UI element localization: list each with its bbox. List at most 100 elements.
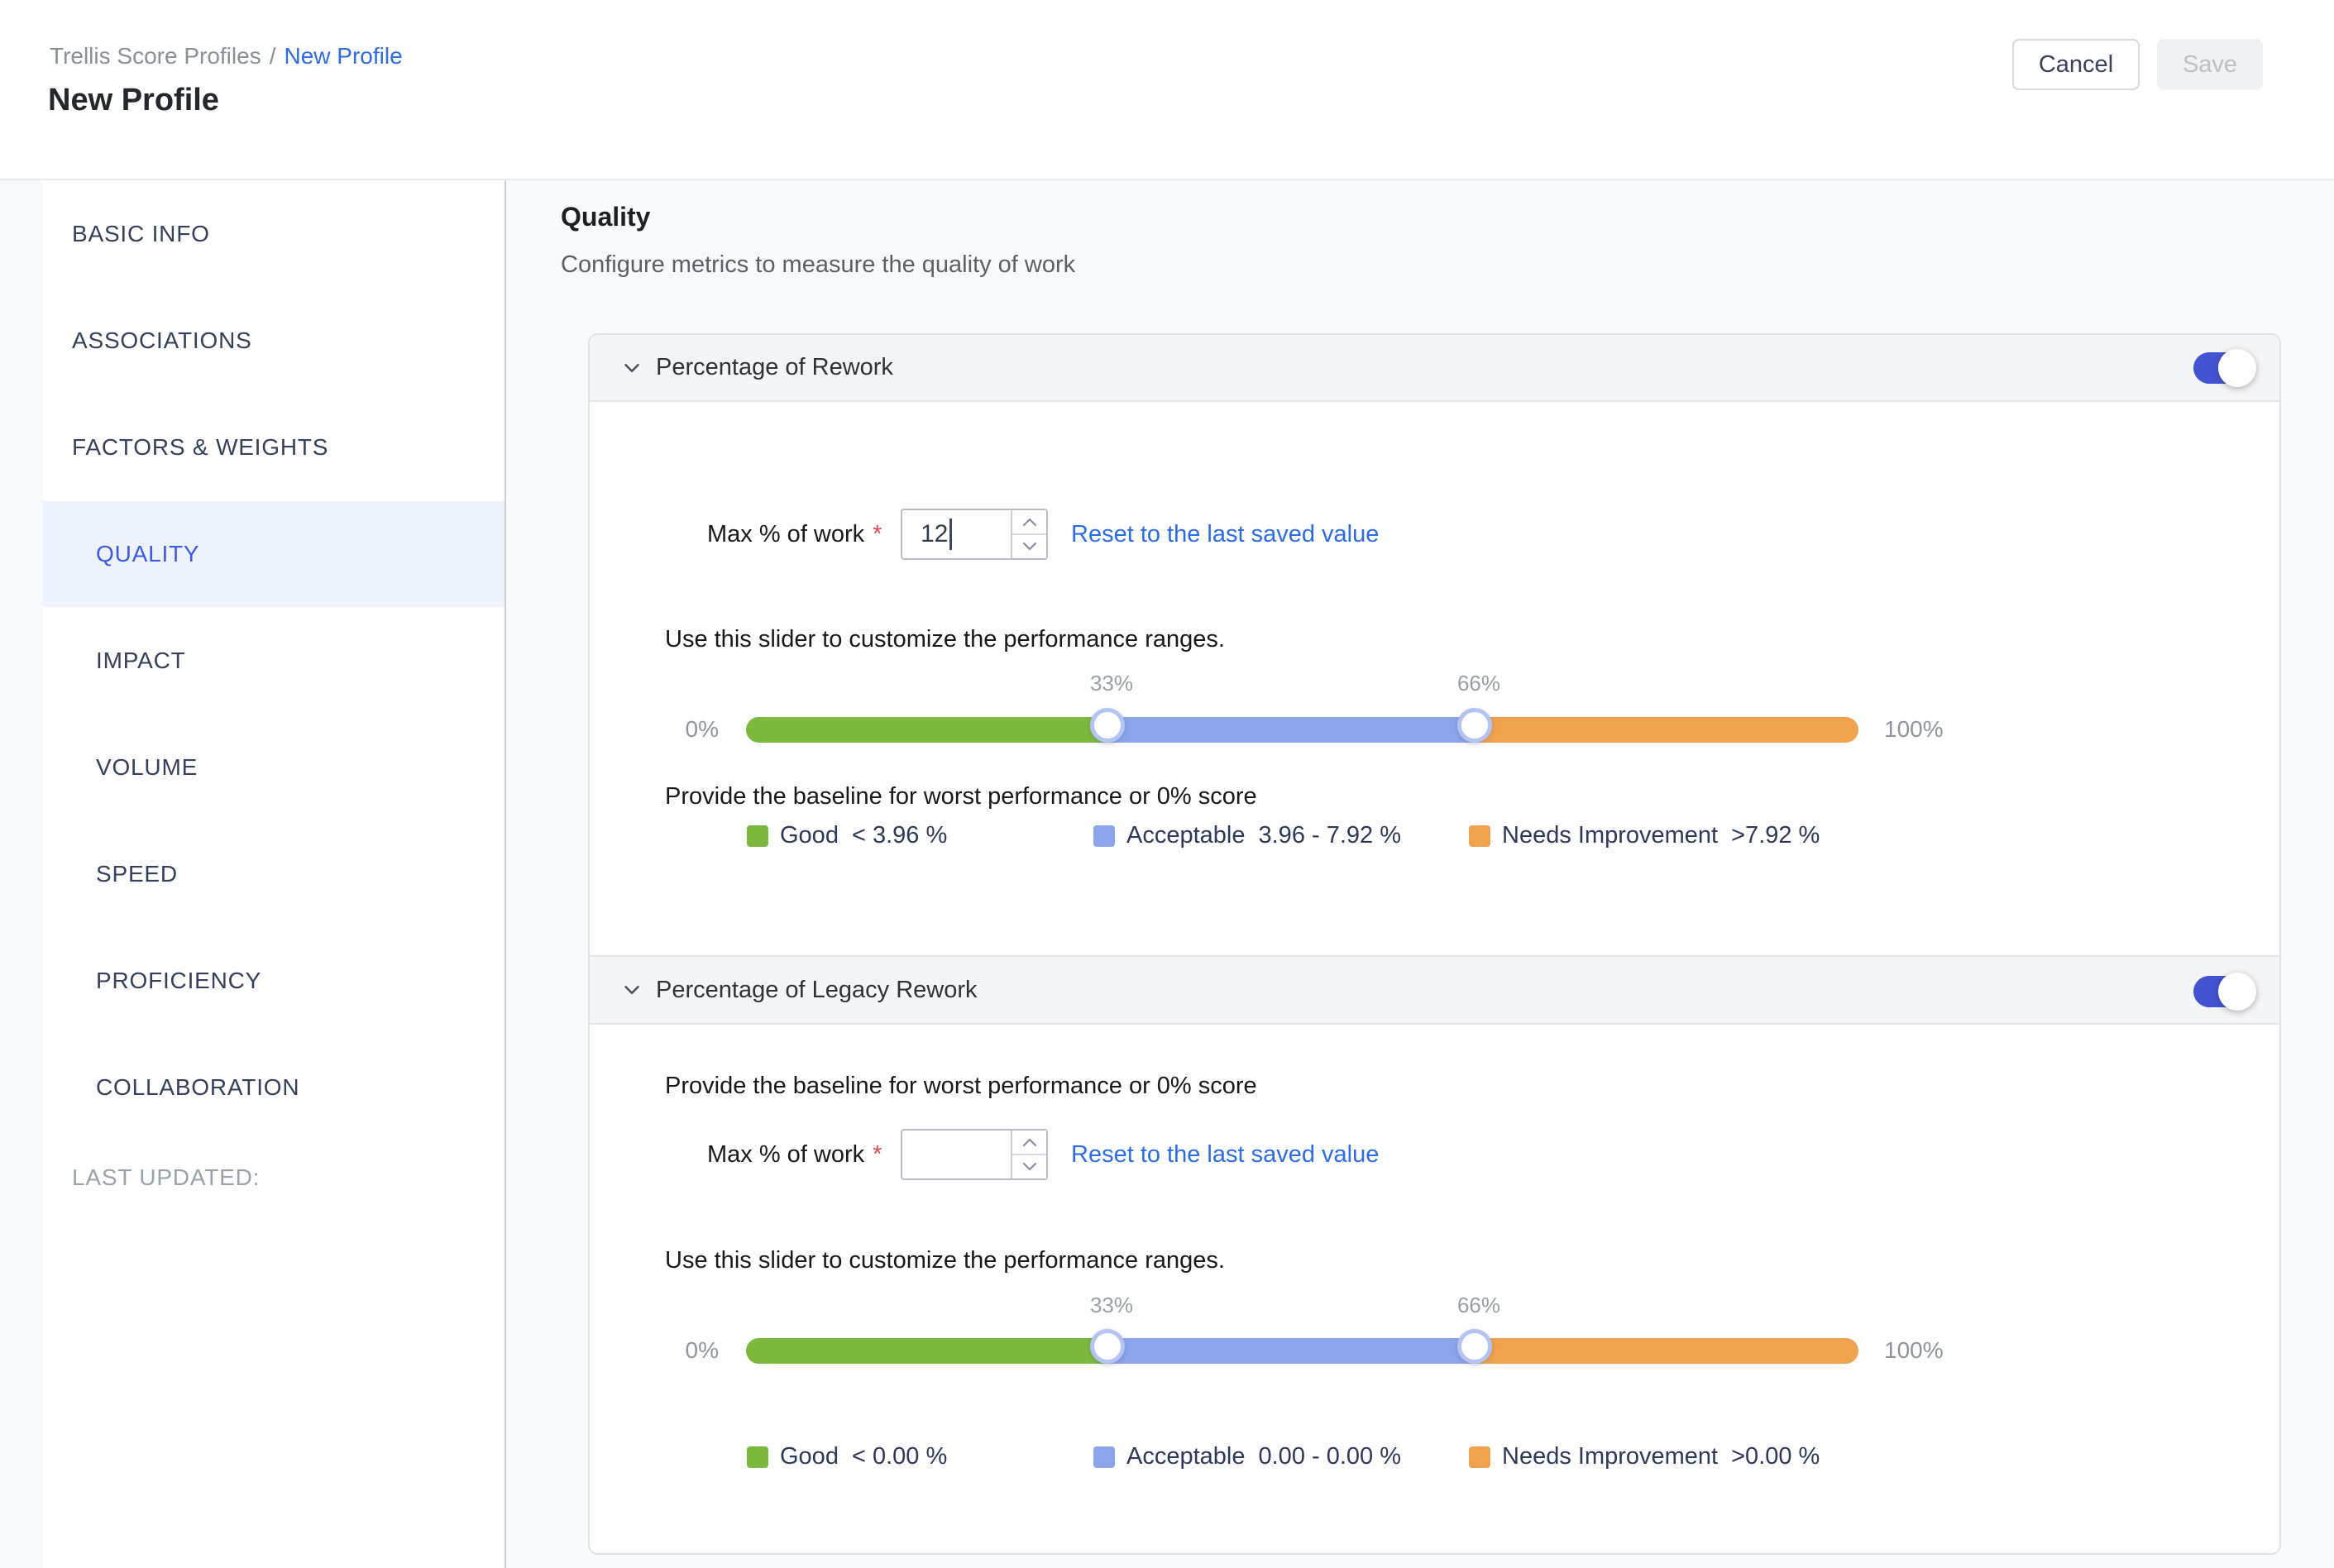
reset-link[interactable]: Reset to the last saved value [1071, 1140, 1380, 1168]
legend-item-good: Good < 0.00 % [747, 1443, 947, 1470]
slider-max-label: 100% [1884, 716, 1944, 742]
sidebar-item-speed[interactable]: SPEED [96, 861, 178, 887]
sidebar-item-associations[interactable]: ASSOCIATIONS [72, 327, 252, 353]
main-content: Quality Configure metrics to measure the… [506, 180, 2334, 1568]
toggle-knob [2218, 973, 2256, 1011]
reset-link[interactable]: Reset to the last saved value [1071, 520, 1380, 547]
slider-handle-1[interactable] [1090, 1329, 1125, 1364]
legend-name: Good [780, 822, 839, 849]
legend-item-needs-improvement: Needs Improvement >7.92 % [1469, 822, 1820, 849]
metric-toggle-switch[interactable] [2193, 973, 2256, 1011]
required-marker: * [873, 1140, 882, 1168]
good-swatch [747, 1446, 768, 1468]
input-value: 12 [902, 510, 1011, 558]
good-segment [746, 1338, 1112, 1364]
slider-instruction: Use this slider to customize the perform… [665, 1247, 1225, 1274]
required-marker: * [873, 520, 882, 547]
slider-handle-2[interactable] [1457, 1329, 1492, 1364]
legend-item-acceptable: Acceptable 0.00 - 0.00 % [1093, 1443, 1401, 1470]
legend-name: Acceptable [1126, 822, 1246, 849]
save-button[interactable]: Save [2157, 39, 2263, 90]
slider-instruction: Use this slider to customize the perform… [665, 626, 1225, 653]
legend-item-needs-improvement: Needs Improvement >0.00 % [1469, 1443, 1820, 1470]
acceptable-segment [1112, 1338, 1479, 1364]
max-percent-input[interactable]: 12 [901, 509, 1048, 560]
needs-improvement-swatch [1469, 1446, 1490, 1468]
slider-handle-label-33: 33% [1089, 1293, 1134, 1317]
baseline-instruction: Provide the baseline for worst performan… [665, 1073, 1257, 1099]
metric-section-header-rework: Percentage of Rework [590, 335, 2279, 402]
section-heading: Quality [561, 202, 651, 232]
acceptable-segment [1112, 717, 1479, 743]
slider-handle-label-66: 66% [1456, 671, 1501, 696]
baseline-instruction: Provide the baseline for worst performan… [665, 783, 1257, 810]
page-header: Trellis Score Profiles / New Profile New P… [0, 0, 2334, 180]
legend-name: Acceptable [1126, 1443, 1246, 1470]
left-gutter [0, 180, 43, 1568]
needs-improvement-segment [1479, 717, 1858, 743]
slider-handle-1[interactable] [1090, 708, 1125, 743]
legend-item-acceptable: Acceptable 3.96 - 7.92 % [1093, 822, 1401, 849]
slider-min-label: 0% [685, 1337, 719, 1363]
breadcrumb-current-link[interactable]: New Profile [284, 43, 403, 69]
metric-toggle-switch[interactable] [2193, 349, 2256, 387]
good-swatch [747, 825, 768, 847]
performance-range-slider[interactable] [746, 1338, 1858, 1364]
breadcrumb-separator: / [269, 43, 276, 69]
metric-title: Percentage of Legacy Rework [656, 976, 978, 1003]
max-percent-label: Max % of work * [707, 1129, 882, 1180]
sidebar-item-basic-info[interactable]: BASIC INFO [72, 221, 210, 246]
metric-section-header-legacy-rework: Percentage of Legacy Rework [590, 955, 2279, 1025]
sidebar-item-collaboration[interactable]: COLLABORATION [96, 1074, 300, 1100]
number-spinner [1011, 1131, 1046, 1178]
good-segment [746, 717, 1112, 743]
number-spinner [1011, 510, 1046, 558]
sidebar-item-impact[interactable]: IMPACT [96, 648, 186, 673]
breadcrumb-parent-link[interactable]: Trellis Score Profiles [50, 43, 261, 69]
sidebar-item-volume[interactable]: VOLUME [96, 754, 198, 780]
slider-handle-label-66: 66% [1456, 1293, 1501, 1317]
needs-improvement-segment [1479, 1338, 1858, 1364]
max-percent-label-text: Max % of work [707, 520, 865, 547]
input-value [902, 1131, 1011, 1178]
max-percent-label-text: Max % of work [707, 1140, 865, 1168]
legend-range: >0.00 % [1731, 1443, 1820, 1470]
legend-range: >7.92 % [1731, 822, 1820, 849]
slider-handle-2[interactable] [1457, 708, 1492, 743]
sidebar-item-factors-weights[interactable]: FACTORS & WEIGHTS [72, 434, 329, 460]
quality-metrics-card: Percentage of Rework Provide the baselin… [588, 333, 2281, 1555]
text-caret [949, 519, 953, 550]
legend-name: Good [780, 1443, 839, 1470]
page-title: New Profile [48, 83, 219, 117]
legend-name: Needs Improvement [1502, 822, 1719, 849]
chevron-down-icon[interactable] [619, 356, 644, 380]
toggle-knob [2218, 349, 2256, 387]
section-subheading: Configure metrics to measure the quality… [561, 251, 1076, 278]
max-percent-label: Max % of work * [707, 509, 882, 560]
max-percent-input[interactable] [901, 1129, 1048, 1180]
slider-min-label: 0% [685, 716, 719, 742]
metric-title: Percentage of Rework [656, 354, 893, 380]
spinner-down-button[interactable] [1012, 1155, 1046, 1178]
settings-sidebar: BASIC INFO ASSOCIATIONS FACTORS & WEIGHT… [43, 180, 506, 1568]
legend-range: 3.96 - 7.92 % [1258, 822, 1402, 849]
acceptable-swatch [1093, 825, 1115, 847]
last-updated-label: LAST UPDATED: [72, 1164, 261, 1190]
acceptable-swatch [1093, 1446, 1115, 1468]
sidebar-item-proficiency[interactable]: PROFICIENCY [96, 968, 262, 993]
legend-item-good: Good < 3.96 % [747, 822, 947, 849]
legend-range: < 0.00 % [851, 1443, 948, 1470]
sidebar-item-quality[interactable]: QUALITY [43, 501, 505, 607]
spinner-up-button[interactable] [1012, 1131, 1046, 1155]
breadcrumb: Trellis Score Profiles / New Profile [50, 43, 403, 69]
chevron-down-icon[interactable] [619, 978, 644, 1002]
legend-name: Needs Improvement [1502, 1443, 1719, 1470]
cancel-button[interactable]: Cancel [2012, 39, 2140, 90]
spinner-down-button[interactable] [1012, 535, 1046, 558]
performance-range-slider[interactable] [746, 717, 1858, 743]
legend-range: 0.00 - 0.00 % [1258, 1443, 1402, 1470]
slider-max-label: 100% [1884, 1337, 1944, 1363]
spinner-up-button[interactable] [1012, 510, 1046, 535]
legend-range: < 3.96 % [851, 822, 948, 849]
